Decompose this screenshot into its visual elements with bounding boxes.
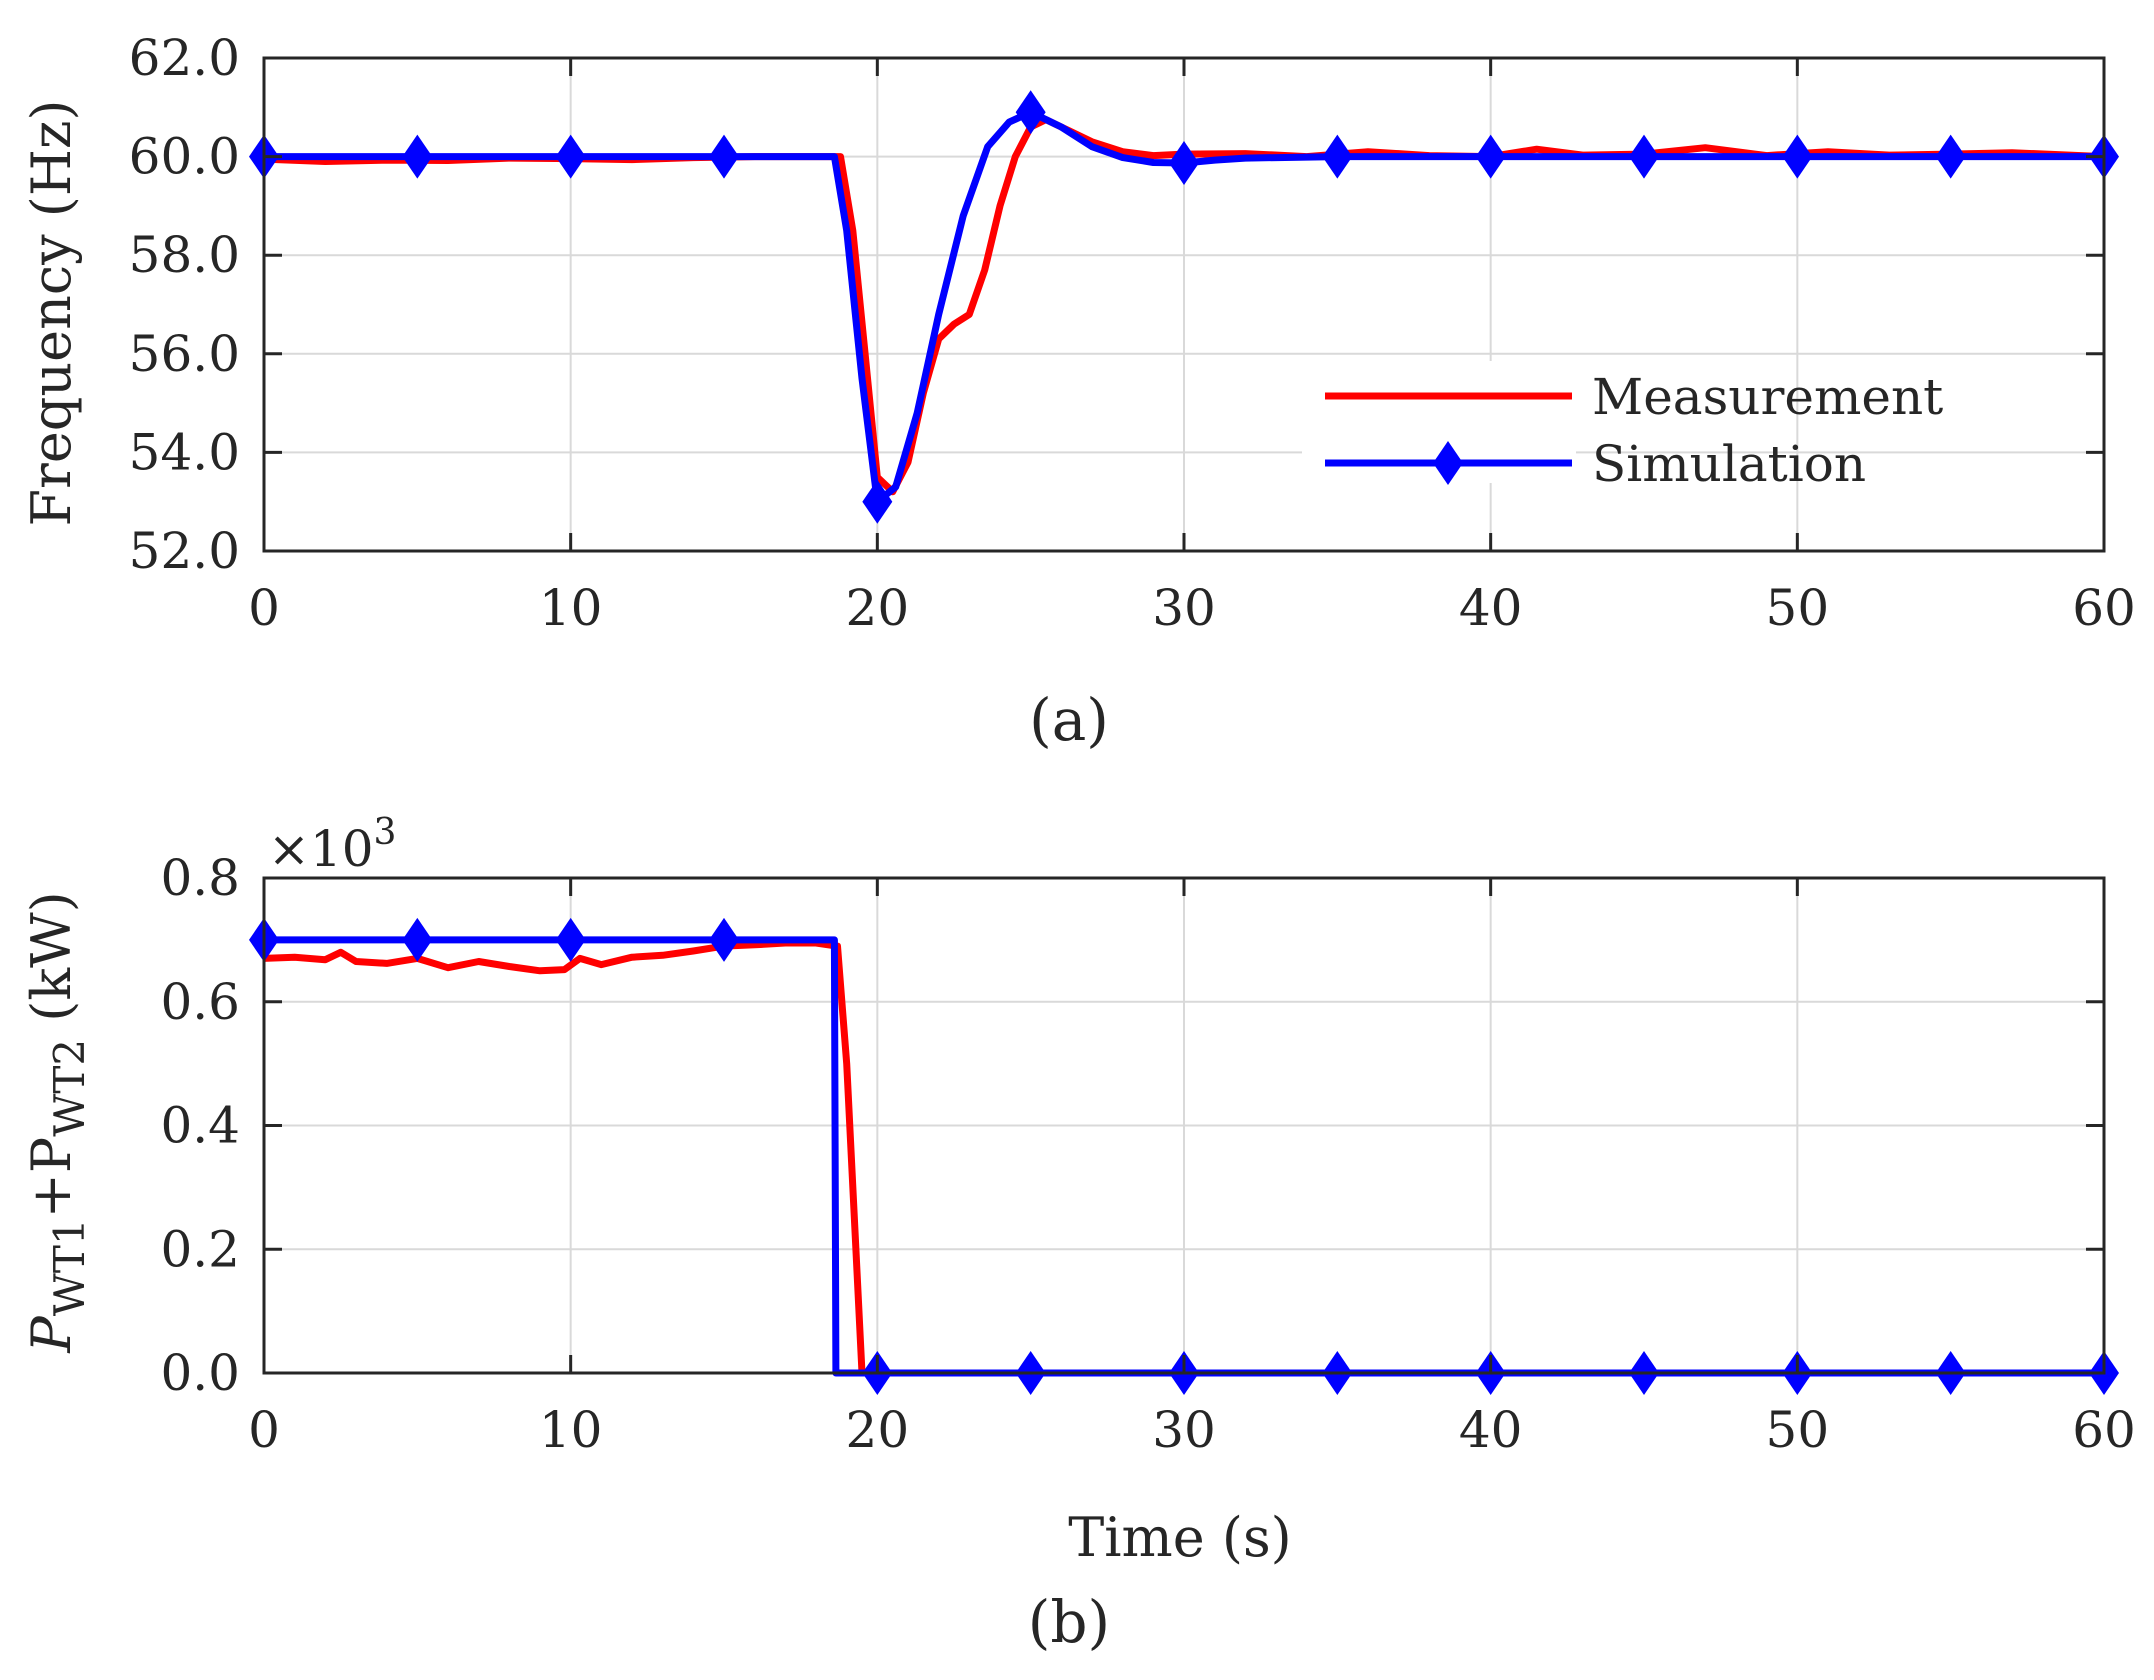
- multiplier-base: ×10: [268, 820, 374, 878]
- y-title-sub1: WT1: [45, 1218, 94, 1316]
- simulation-diamond-marker: [1629, 134, 1659, 179]
- y-title-sub2: WT2: [45, 1039, 94, 1137]
- panel-b-grid: [263, 877, 2105, 1374]
- simulation-diamond-marker: [1169, 141, 1199, 186]
- x-tick-label: 60: [2072, 1401, 2136, 1459]
- x-tick-label: 30: [1152, 579, 1216, 637]
- legend-simulation-label: Simulation: [1592, 435, 1866, 493]
- x-tick-label: 20: [846, 1401, 910, 1459]
- panel-a-frequency-chart: 0 10 20 30 40 50 60 52.0 54.0 56.0 58.0 60.0 62.0 Fr…: [20, 29, 2136, 754]
- x-tick-label: 10: [539, 579, 603, 637]
- simulation-diamond-marker: [709, 917, 739, 962]
- panel-b-power-chart: 0 10 20 30 40 50 60 0.0 0.2 0.4 0.6 0.8 PWT1+PWT2 (…: [20, 812, 2136, 1656]
- caption-a: (a): [1029, 686, 1109, 754]
- y-tick-label: 60.0: [129, 128, 240, 186]
- simulation-diamond-marker: [402, 134, 433, 179]
- y-tick-label: 52.0: [129, 522, 240, 580]
- x-tick-label: 50: [1766, 1401, 1830, 1459]
- x-tick-label: 30: [1152, 1401, 1216, 1459]
- y-title-plus: +P: [20, 1137, 83, 1219]
- y-tick-label: 0.6: [160, 973, 240, 1031]
- y-tick-label: 0.2: [160, 1220, 240, 1278]
- simulation-diamond-marker: [1015, 90, 1046, 135]
- simulation-diamond-marker: [555, 134, 586, 179]
- simulation-diamond-marker: [1935, 134, 1966, 179]
- panel-b-y-axis-title: PWT1+PWT2 (kW): [20, 891, 94, 1353]
- panel-a-tick-labels: 0 10 20 30 40 50 60 52.0 54.0 56.0 58.0 60.0 62.0: [129, 29, 2136, 637]
- y-tick-label: 58.0: [129, 226, 240, 284]
- x-tick-label: 50: [1766, 579, 1830, 637]
- panel-a-legend: Measurement Simulation: [1302, 361, 1943, 493]
- panel-b-x-axis-title: Time (s): [1068, 1506, 1291, 1569]
- x-tick-label: 40: [1459, 1401, 1523, 1459]
- simulation-diamond-marker: [1322, 134, 1353, 179]
- panel-a-series: [249, 90, 2119, 524]
- y-tick-label: 0.0: [160, 1344, 240, 1402]
- simulation-diamond-marker: [709, 134, 739, 179]
- panel-b-ticks: [262, 876, 2106, 1375]
- x-tick-label: 0: [248, 579, 280, 637]
- y-tick-label: 62.0: [129, 29, 240, 87]
- panel-b-tick-labels: 0 10 20 30 40 50 60 0.0 0.2 0.4 0.6 0.8: [160, 849, 2135, 1459]
- simulation-diamond-marker: [1475, 134, 1506, 179]
- simulation-diamond-marker: [1782, 134, 1813, 179]
- caption-b: (b): [1028, 1588, 1110, 1656]
- simulation-diamond-marker: [555, 917, 586, 962]
- panel-a-y-axis-title: Frequency (Hz): [20, 100, 83, 527]
- panel-b-multiplier: ×103: [268, 812, 396, 878]
- y-tick-label: 0.4: [160, 1097, 240, 1155]
- y-title-p1: P: [20, 1315, 83, 1354]
- simulation-diamond-marker: [862, 479, 893, 524]
- x-tick-label: 20: [846, 579, 910, 637]
- y-tick-label: 0.8: [160, 849, 240, 907]
- legend-simulation-marker: [1433, 441, 1463, 485]
- y-tick-label: 56.0: [129, 325, 240, 383]
- simulation-diamond-marker: [402, 917, 433, 962]
- y-title-unit: (kW): [20, 891, 83, 1039]
- x-tick-label: 0: [248, 1401, 280, 1459]
- x-tick-label: 10: [539, 1401, 603, 1459]
- panel-a-ticks: [262, 56, 2106, 553]
- y-tick-label: 54.0: [129, 423, 240, 481]
- x-tick-label: 60: [2072, 579, 2136, 637]
- x-tick-label: 40: [1459, 579, 1523, 637]
- legend-measurement-label: Measurement: [1592, 368, 1943, 426]
- series-line-simulation: [264, 108, 2104, 506]
- multiplier-exponent: 3: [374, 812, 397, 853]
